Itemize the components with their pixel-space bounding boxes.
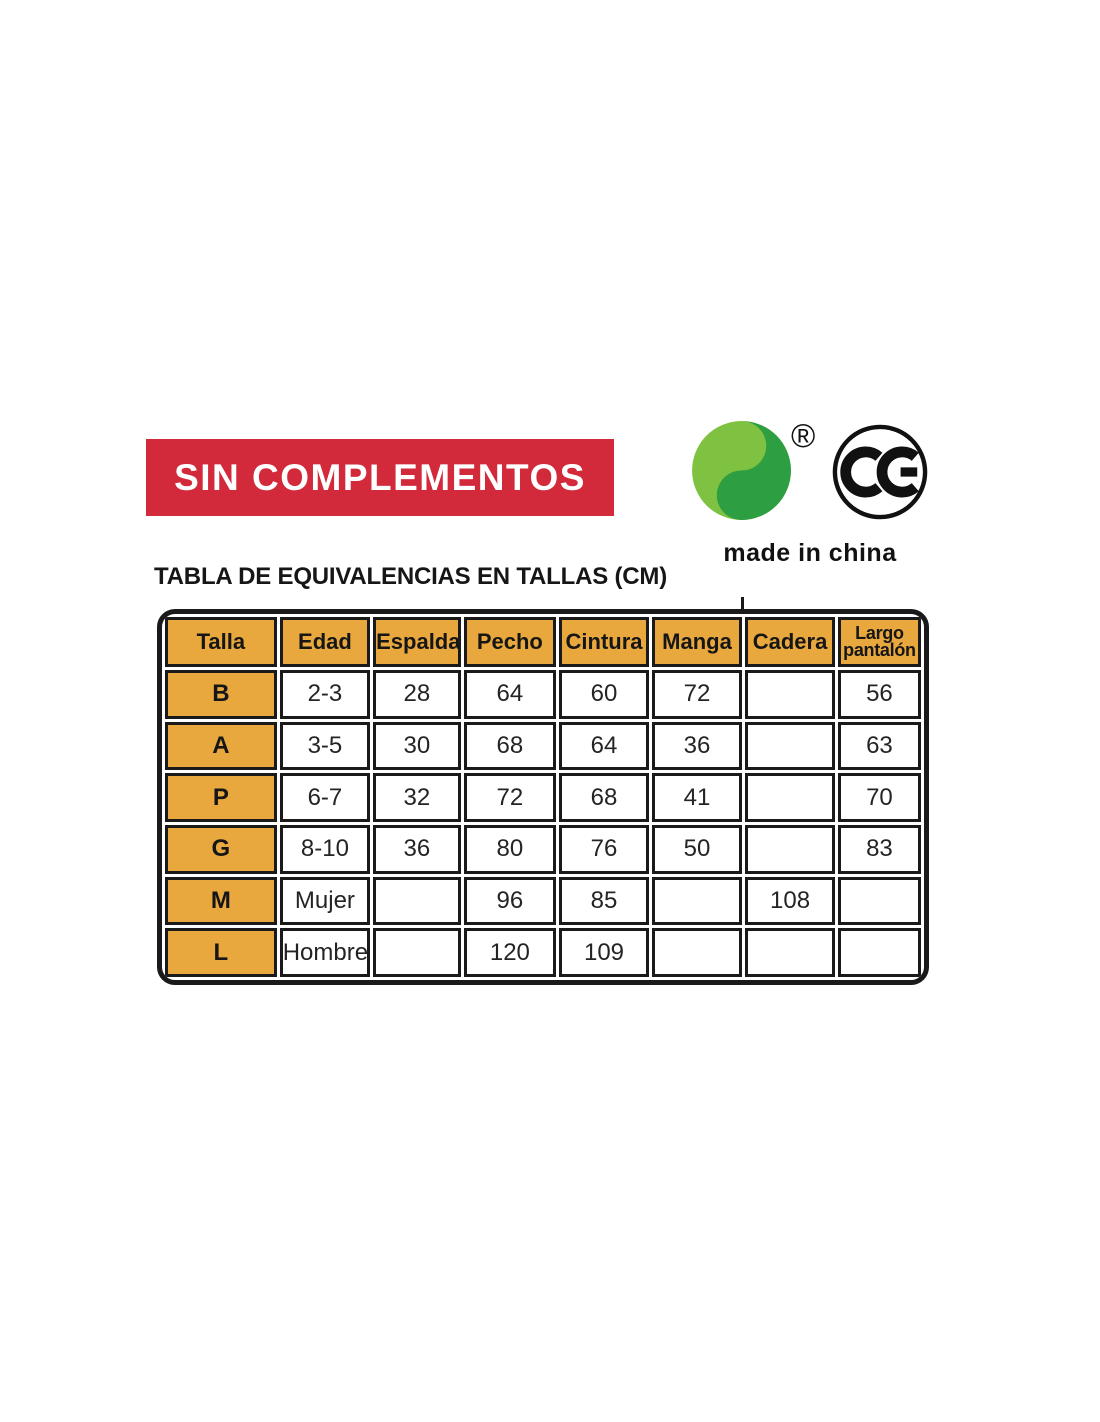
size-cell [373, 876, 461, 926]
table-row-b: B 2-3 28 64 60 72 56 [165, 670, 921, 719]
column-header-espalda: Espalda [373, 617, 461, 667]
size-cell: 64 [559, 721, 649, 771]
size-cell: 30 [373, 721, 461, 771]
size-cell: 96 [463, 876, 557, 926]
size-table-wrapper: Talla Edad Espalda Pecho Cintura Manga C… [157, 609, 929, 985]
table-row-a: A 3-5 30 68 64 36 63 [165, 721, 921, 771]
size-cell: 80 [463, 824, 557, 874]
no-accessories-banner: SIN COMPLEMENTOS [146, 439, 614, 516]
table-row-m: M Mujer 96 85 108 [165, 876, 921, 926]
size-label-cell: P [165, 773, 277, 822]
size-cell: 41 [651, 773, 743, 822]
registered-trademark-icon: ® [791, 417, 816, 454]
column-header-edad: Edad [279, 617, 371, 667]
size-label-cell: A [165, 721, 277, 771]
size-cell [745, 670, 835, 719]
size-cell [745, 824, 835, 874]
size-cell: 72 [463, 773, 557, 822]
size-cell: 32 [373, 773, 461, 822]
size-cell [373, 928, 461, 977]
column-header-largo-pantalon: Largo pantalón [837, 617, 921, 667]
size-cell: 36 [373, 824, 461, 874]
size-cell: Hombre [279, 928, 371, 977]
ce-mark-icon [832, 424, 928, 520]
size-cell: 68 [463, 721, 557, 771]
size-label-cell: B [165, 670, 277, 719]
size-cell: 56 [837, 670, 921, 719]
size-cell [837, 928, 921, 977]
size-table-heading: TABLA DE EQUIVALENCIAS EN TALLAS (CM) [154, 563, 668, 590]
size-cell [745, 721, 835, 771]
column-header-talla: Talla [165, 617, 277, 667]
size-label-cell: G [165, 824, 277, 874]
ce-mark-label: CE [0, 0, 1, 1]
size-equivalence-table: Talla Edad Espalda Pecho Cintura Manga C… [162, 614, 924, 980]
column-header-pecho: Pecho [463, 617, 557, 667]
size-cell: 6-7 [279, 773, 371, 822]
green-dot-recycling-icon [692, 421, 791, 520]
size-cell: 50 [651, 824, 743, 874]
size-cell [837, 876, 921, 926]
size-cell: 83 [837, 824, 921, 874]
size-cell: 70 [837, 773, 921, 822]
table-row-l: L Hombre 120 109 [165, 928, 921, 977]
banner-label: SIN COMPLEMENTOS [174, 456, 586, 498]
size-cell: 72 [651, 670, 743, 719]
size-cell: 8-10 [279, 824, 371, 874]
size-label-cell: M [165, 876, 277, 926]
column-header-cadera: Cadera [745, 617, 835, 667]
size-cell: 68 [559, 773, 649, 822]
size-cell [651, 928, 743, 977]
header-row: Talla Edad Espalda Pecho Cintura Manga C… [165, 617, 921, 667]
size-cell: 63 [837, 721, 921, 771]
column-header-manga: Manga [651, 617, 743, 667]
size-cell [745, 928, 835, 977]
size-cell: 76 [559, 824, 649, 874]
size-cell: 109 [559, 928, 649, 977]
size-cell: 60 [559, 670, 649, 719]
size-cell: 2-3 [279, 670, 371, 719]
table-row-g: G 8-10 36 80 76 50 83 [165, 824, 921, 874]
size-cell [651, 876, 743, 926]
size-cell: 3-5 [279, 721, 371, 771]
column-header-cintura: Cintura [559, 617, 649, 667]
size-cell [745, 773, 835, 822]
size-cell: 36 [651, 721, 743, 771]
size-cell: 28 [373, 670, 461, 719]
size-cell: 85 [559, 876, 649, 926]
size-label-cell: L [165, 928, 277, 977]
size-cell: 64 [463, 670, 557, 719]
stray-scan-mark [741, 597, 744, 610]
size-cell: 108 [745, 876, 835, 926]
table-row-p: P 6-7 32 72 68 41 70 [165, 773, 921, 822]
size-cell: 120 [463, 928, 557, 977]
size-cell: Mujer [279, 876, 371, 926]
made-in-china-label: made in china [723, 539, 897, 567]
